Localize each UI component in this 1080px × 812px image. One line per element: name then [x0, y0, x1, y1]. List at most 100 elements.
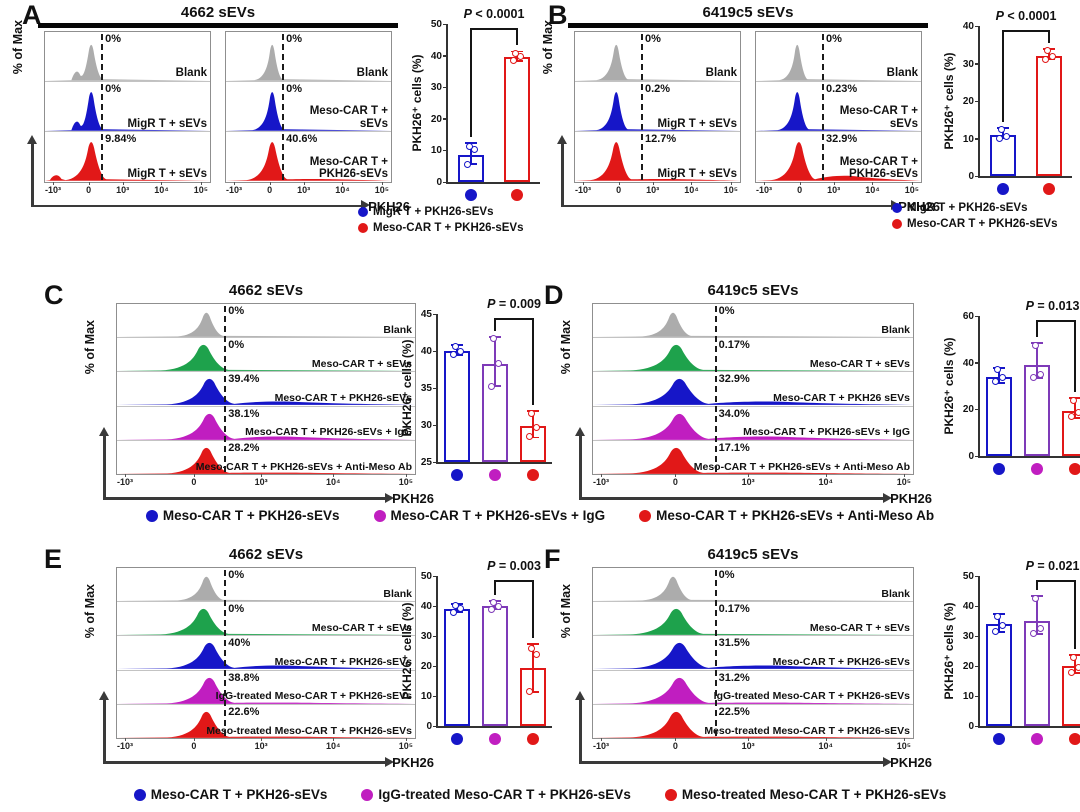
x-tick-label: 10³: [827, 181, 840, 198]
gate-percent-label: 38.1%: [228, 407, 260, 420]
histogram-row-magenta: 38.8% IgG-treated Meso-CAR T + PKH26-sEVs: [117, 669, 415, 704]
panel-letter-d: D: [544, 280, 564, 310]
histogram-curve-fill: [593, 379, 913, 406]
histogram-curve-fill: [575, 44, 740, 81]
histogram-curve-gray: [575, 44, 740, 81]
significance-bracket: [1074, 320, 1076, 392]
legend-dot-magenta: [361, 788, 374, 801]
panel-letter-b: B: [548, 0, 568, 30]
gate-percent-label: 22.5%: [718, 705, 750, 718]
significance-bracket: [494, 580, 496, 595]
data-point: [532, 424, 540, 432]
data-point: [487, 605, 495, 613]
legend-label: MigR T + PKH26-sEVs: [373, 206, 494, 218]
p-value-symbol: P: [995, 9, 1004, 23]
legend-label: Meso-CAR T + PKH26-sEVs: [907, 218, 1058, 230]
bar-chart-plot: PKH26⁺ cells (%) 0 10 20 30 40 50 P = 0.0216: [942, 559, 1080, 745]
y-axis-title: % of Max: [83, 584, 97, 639]
histogram-curve-fill: [756, 142, 921, 181]
histogram-curve-fill: [117, 609, 415, 636]
histogram-curve-red: [593, 711, 913, 738]
bar-red: [1036, 56, 1062, 176]
histogram-curve-fill: [226, 91, 391, 131]
x-category-dot-blue: [993, 733, 1005, 745]
sample-label: Blank: [881, 323, 910, 336]
x-tick-label: 10⁴: [684, 181, 699, 198]
y-tick-mark: [433, 695, 438, 697]
significance-bracket: [495, 318, 533, 320]
significance-bracket: [532, 318, 534, 405]
histogram-curve-fill: [593, 609, 913, 636]
histogram-row-gray: 0% Blank: [45, 32, 210, 81]
data-point: [991, 628, 999, 635]
gate-line: [641, 33, 643, 180]
x-category-dot-magenta: [489, 469, 501, 481]
legend-label: Meso-CAR T + PKH26-sEVs: [150, 787, 328, 802]
x-axis-row: PKH26: [561, 198, 940, 218]
y-axis-arrow: [557, 134, 566, 207]
gate-percent-label: 0.23%: [826, 82, 858, 95]
histogram-box: 0% Blank 0.17% Meso-CAR T + sEVs 32.9% Meso-C…: [592, 303, 914, 475]
error-bar-cap: [993, 631, 1005, 633]
y-tick-mark: [975, 100, 980, 102]
x-category-dot-blue: [997, 183, 1009, 195]
x-category-dot-blue: [451, 469, 463, 481]
significance-bracket: [1037, 320, 1075, 322]
gate-percent-label: 31.2%: [718, 671, 750, 684]
y-tick-label: 40: [962, 357, 974, 369]
histogram-area: 4662 sEVs 0% Blank 0% MigR T + sEVs 9.84% MigR…: [11, 4, 410, 218]
panel-e: E 4662 sEVs 0% Blank 0% Meso-CAR T + sEVs 40%…: [40, 544, 552, 774]
histogram-row-magenta: 38.1% Meso-CAR T + PKH26-sEVs + IgG: [117, 405, 415, 440]
sample-label: Blank: [886, 67, 918, 80]
data-point: [449, 351, 457, 359]
y-tick-mark: [975, 455, 980, 457]
data-point: [1029, 374, 1037, 382]
x-tick-label: 0: [267, 181, 272, 198]
y-tick-mark: [975, 138, 980, 140]
legend-label: Meso-CAR T + PKH26-sEVs: [373, 222, 524, 234]
histogram-curve-red: [117, 447, 415, 474]
x-category-dot-red: [511, 189, 523, 201]
y-axis-arrow: [99, 427, 108, 499]
legend-dot-blue: [358, 207, 368, 217]
x-axis-title: PKH26: [890, 755, 932, 770]
data-point: [1031, 341, 1039, 349]
x-axis-row: PKH26: [103, 754, 434, 774]
data-point: [489, 598, 497, 606]
bar-chart-y-label: PKH26⁺ cells (%): [400, 602, 414, 700]
sample-label: Meso-CAR T + PKH26-sEVs: [772, 656, 910, 669]
x-tick-label: -10³: [593, 738, 609, 754]
panel-a: A 4662 sEVs 0% Blank 0% MigR T + sEVs 9.84% Mi…: [6, 0, 540, 278]
histogram-curve-fill: [593, 312, 913, 337]
error-bar-line: [1074, 398, 1076, 419]
data-point: [1067, 412, 1075, 420]
error-bar-line: [1036, 597, 1038, 635]
legend-dot-red: [664, 788, 677, 801]
histograms-row: 0% Blank 0% MigR T + sEVs 9.84% MigR T + sEVs…: [44, 30, 392, 198]
data-point: [1043, 47, 1051, 55]
histogram-curve-gray: [593, 576, 913, 601]
bar-chart-plot: PKH26⁺ cells (%) 0 10 20 30 40 50 P < 0.0001: [410, 7, 540, 201]
significance-bracket: [1036, 320, 1038, 337]
error-bar-cap: [1069, 671, 1080, 674]
legend-entry: Meso-CAR T + PKH26-sEVs: [892, 218, 1058, 230]
histogram-curve-fill: [593, 413, 913, 440]
bar-chart: PKH26⁺ cells (%) 0 10 20 30 40 50 P = 0.0216: [938, 558, 1080, 745]
histogram-curve-red: [756, 142, 921, 181]
data-point: [1067, 668, 1075, 676]
histogram-curve-fill: [117, 677, 415, 704]
y-tick-label: 0: [426, 721, 432, 732]
legend-entry: IgG-treated Meso-CAR T + PKH26-sEVs: [361, 787, 631, 802]
y-tick-mark: [443, 86, 448, 89]
x-tick-label: 10⁵: [897, 738, 911, 754]
sample-label: Meso-CAR T + sEVs: [309, 105, 388, 130]
histogram-row-gray: 0% Blank: [593, 304, 913, 337]
y-tick-label: 20: [962, 96, 974, 107]
bar-chart: PKH26⁺ cells (%) 0 10 20 30 40 P < 0.0001: [938, 8, 1076, 195]
error-bar-cap: [1031, 632, 1043, 635]
y-tick-mark: [975, 695, 980, 697]
sample-label: Meso-CAR T + sEVs: [809, 622, 910, 635]
histogram-curve-fill: [593, 447, 913, 474]
gate-percent-label: 22.6%: [228, 705, 260, 718]
histogram-row-blue: 0.23% Meso-CAR T + sEVs: [756, 80, 921, 131]
